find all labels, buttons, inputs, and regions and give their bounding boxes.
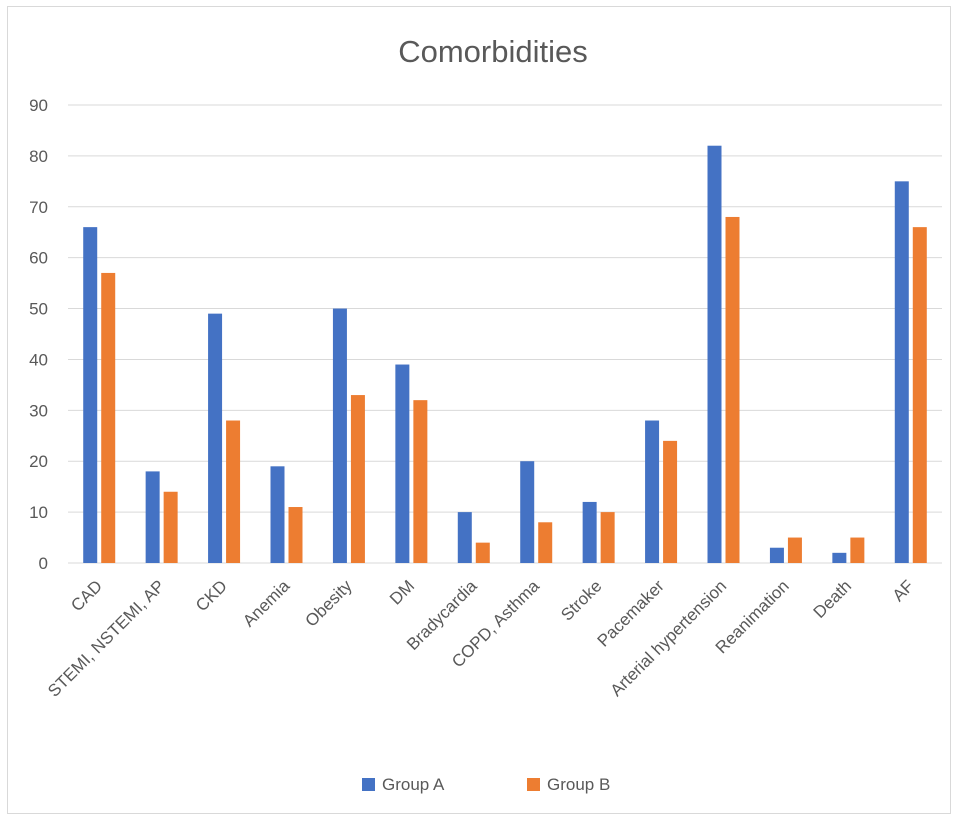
legend: Group A Group B — [362, 775, 610, 794]
legend-swatch — [362, 778, 375, 791]
bar-group-b — [163, 491, 178, 563]
bar-group-b — [226, 420, 241, 563]
bar-group-b — [725, 216, 740, 563]
bar-group-a — [332, 308, 347, 563]
bar-group-a — [894, 181, 909, 564]
bar-group-b — [538, 522, 553, 563]
bar-group-b — [101, 272, 116, 563]
bar-group-a — [832, 552, 847, 563]
y-tick-label: 80 — [29, 147, 48, 166]
x-tick-label: Arterial hypertension — [607, 576, 731, 700]
bar-group-a — [582, 501, 597, 563]
y-tick-label: 40 — [29, 350, 48, 369]
y-tick-label: 0 — [39, 554, 48, 573]
gridlines — [68, 104, 942, 564]
bar-group-a — [145, 471, 160, 563]
bar-group-b — [288, 507, 303, 563]
legend-label: Group B — [547, 775, 610, 794]
bar-group-b — [600, 512, 615, 563]
bar-group-a — [395, 364, 410, 563]
chart-title: Comorbidities — [398, 34, 588, 69]
bar-group-a — [208, 313, 223, 563]
y-tick-label: 60 — [29, 249, 48, 268]
x-tick-label: Death — [810, 576, 856, 622]
x-tick-label: AF — [889, 576, 918, 605]
y-tick-label: 90 — [29, 96, 48, 115]
y-tick-label: 50 — [29, 300, 48, 319]
y-tick-label: 70 — [29, 198, 48, 217]
legend-label: Group A — [382, 775, 445, 794]
bar-group-a — [270, 466, 285, 563]
x-tick-label: Obesity — [302, 576, 357, 631]
y-tick-label: 30 — [29, 401, 48, 420]
x-tick-label: Anemia — [239, 576, 294, 631]
bar-group-a — [520, 461, 535, 563]
bar-group-a — [457, 512, 472, 563]
x-tick-label: CAD — [67, 576, 106, 615]
x-tick-label: Stroke — [557, 576, 605, 624]
bar-group-b — [663, 440, 678, 563]
bar-group-b — [912, 227, 927, 563]
y-axis-ticks: 0 10 20 30 40 50 60 70 80 90 — [29, 96, 48, 573]
x-tick-label: DM — [386, 576, 418, 608]
bar-group-b — [413, 400, 428, 563]
legend-swatch — [527, 778, 540, 791]
bar-group-b — [475, 542, 490, 563]
bar-group-a — [769, 547, 784, 563]
y-tick-label: 20 — [29, 452, 48, 471]
bar-group-b — [350, 395, 365, 563]
bars — [83, 145, 927, 564]
bar-group-a — [645, 420, 660, 563]
x-tick-label: CKD — [192, 576, 231, 615]
bar-group-a — [707, 145, 722, 563]
bar-group-b — [787, 537, 802, 563]
bar-group-b — [850, 537, 865, 563]
x-tick-label: STEMI, NSTEMI, AP — [44, 576, 168, 700]
y-tick-label: 10 — [29, 503, 48, 522]
bar-group-a — [83, 227, 98, 563]
